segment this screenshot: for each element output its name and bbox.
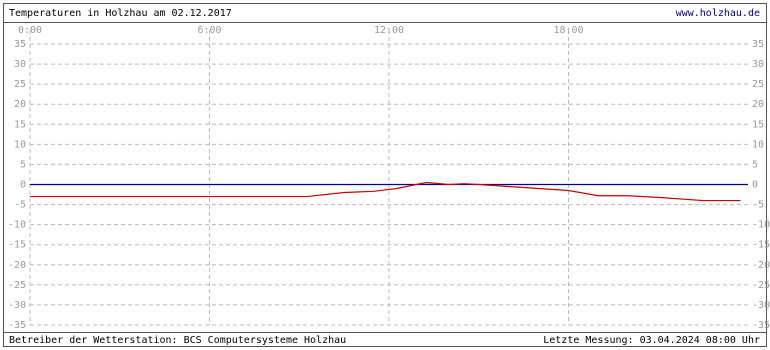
y-tick-label: -15 [8, 240, 26, 251]
chart-title: Temperaturen in Holzhau am 02.12.2017 [9, 8, 232, 19]
y-tick-label-right: -25 [752, 280, 770, 291]
y-tick-label: -10 [8, 220, 26, 231]
x-tick-label: 12:00 [374, 25, 404, 36]
y-tick-label-right: -20 [752, 260, 770, 271]
y-tick-label-right: -15 [752, 240, 770, 251]
site-link[interactable]: www.holzhau.de [676, 8, 760, 19]
y-tick-label: -35 [8, 320, 26, 331]
y-tick-label: 15 [14, 119, 26, 130]
y-tick-label: 5 [20, 159, 26, 170]
y-tick-label-right: -10 [752, 220, 770, 231]
y-tick-label: 20 [14, 99, 26, 110]
y-tick-label: -20 [8, 260, 26, 271]
y-tick-label: 35 [14, 39, 26, 50]
y-tick-label: -25 [8, 280, 26, 291]
y-tick-label-right: -30 [752, 300, 770, 311]
y-tick-label: 25 [14, 79, 26, 90]
x-tick-label: 6:00 [197, 25, 221, 36]
y-tick-label: 30 [14, 59, 26, 70]
y-tick-label-right: 35 [752, 39, 764, 50]
y-tick-label-right: 25 [752, 79, 764, 90]
y-tick-label-right: 30 [752, 59, 764, 70]
y-tick-label-right: 5 [752, 159, 758, 170]
frame [3, 3, 767, 347]
temperature-line [30, 181, 741, 202]
y-tick-label: 10 [14, 139, 26, 150]
y-tick-label-right: -35 [752, 320, 770, 331]
x-tick-label: 0:00 [18, 25, 42, 36]
last-measurement: Letzte Messung: 03.04.2024 08:00 Uhr [543, 335, 760, 346]
y-tick-label: -30 [8, 300, 26, 311]
y-tick-label: 0 [20, 180, 26, 191]
y-tick-label-right: 15 [752, 119, 764, 130]
y-tick-label-right: 10 [752, 139, 764, 150]
operator-note: Betreiber der Wetterstation: BCS Compute… [9, 335, 346, 346]
y-tick-label-right: -5 [752, 200, 764, 211]
y-tick-label-right: 0 [752, 180, 758, 191]
x-tick-label: 18:00 [553, 25, 583, 36]
y-tick-label: -5 [14, 200, 26, 211]
y-tick-label-right: 20 [752, 99, 764, 110]
